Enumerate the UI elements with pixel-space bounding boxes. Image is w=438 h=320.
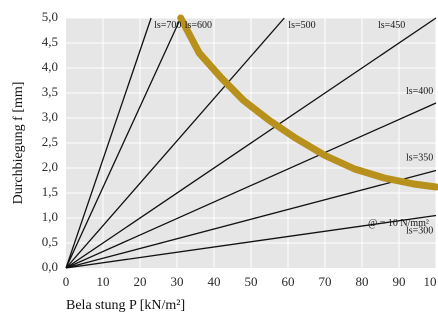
x-tick-label: 10: [97, 274, 110, 289]
series-label: ls=500: [288, 20, 315, 31]
series-label: ls=700: [154, 20, 181, 31]
x-tick-label: 80: [356, 274, 369, 289]
y-tick-label: 0,0: [42, 259, 58, 274]
x-tick-label: 0: [63, 274, 70, 289]
y-axis-title: Durchbiegung f [mm]: [11, 82, 26, 205]
series-line-ls-600: [65, 17, 182, 269]
x-axis-ticks: 0 10 20 30 40 50 60 70 80 90 10: [63, 274, 437, 289]
series-line-ls-700: [65, 17, 152, 269]
series-line-ls-400: [65, 102, 437, 269]
series-line-ls-450: [65, 17, 437, 269]
y-tick-label: 0,5: [42, 234, 58, 249]
y-tick-label: 2,0: [42, 159, 58, 174]
series-label: ls=400: [406, 86, 433, 97]
stress-limit-curve: [177, 14, 438, 191]
series-line-ls-350: [65, 169, 437, 269]
y-tick-label: 1,0: [42, 209, 58, 224]
stress-limit-label: @ = 10 N/mm²: [368, 218, 429, 229]
y-tick-label: 3,0: [42, 109, 58, 124]
series-line-ls-500: [65, 17, 285, 269]
series-label: ls=350: [406, 153, 433, 164]
x-tick-label: 90: [393, 274, 406, 289]
y-tick-label: 1,5: [42, 184, 58, 199]
series-label: ls=450: [378, 20, 405, 31]
x-axis-title: Bela stung P [kN/m²]: [66, 298, 185, 313]
x-tick-label: 70: [319, 274, 332, 289]
series-lines: [65, 14, 438, 269]
y-tick-label: 3,5: [42, 84, 58, 99]
series-label: ls=600: [185, 20, 212, 31]
x-tick-label: 60: [282, 274, 295, 289]
y-tick-label: 4,5: [42, 34, 58, 49]
x-tick-label: 30: [171, 274, 184, 289]
y-tick-label: 2,5: [42, 134, 58, 149]
y-tick-label: 4,0: [42, 59, 58, 74]
y-tick-label: 5,0: [42, 9, 58, 24]
series-line-ls-300: [65, 214, 437, 269]
y-axis-ticks: 0,0 0,5 1,0 1,5 2,0 2,5 3,0 3,5 4,0 4,5 5,0: [42, 9, 58, 274]
x-tick-label: 40: [208, 274, 221, 289]
series-labels: ls=700 ls=600 ls=500 ls=450 ls=400 ls=350 ls=3…: [154, 20, 433, 237]
x-tick-label: 10: [424, 274, 437, 289]
x-tick-label: 50: [245, 274, 258, 289]
series-label: ls=300: [406, 226, 433, 237]
x-tick-label: 20: [134, 274, 147, 289]
